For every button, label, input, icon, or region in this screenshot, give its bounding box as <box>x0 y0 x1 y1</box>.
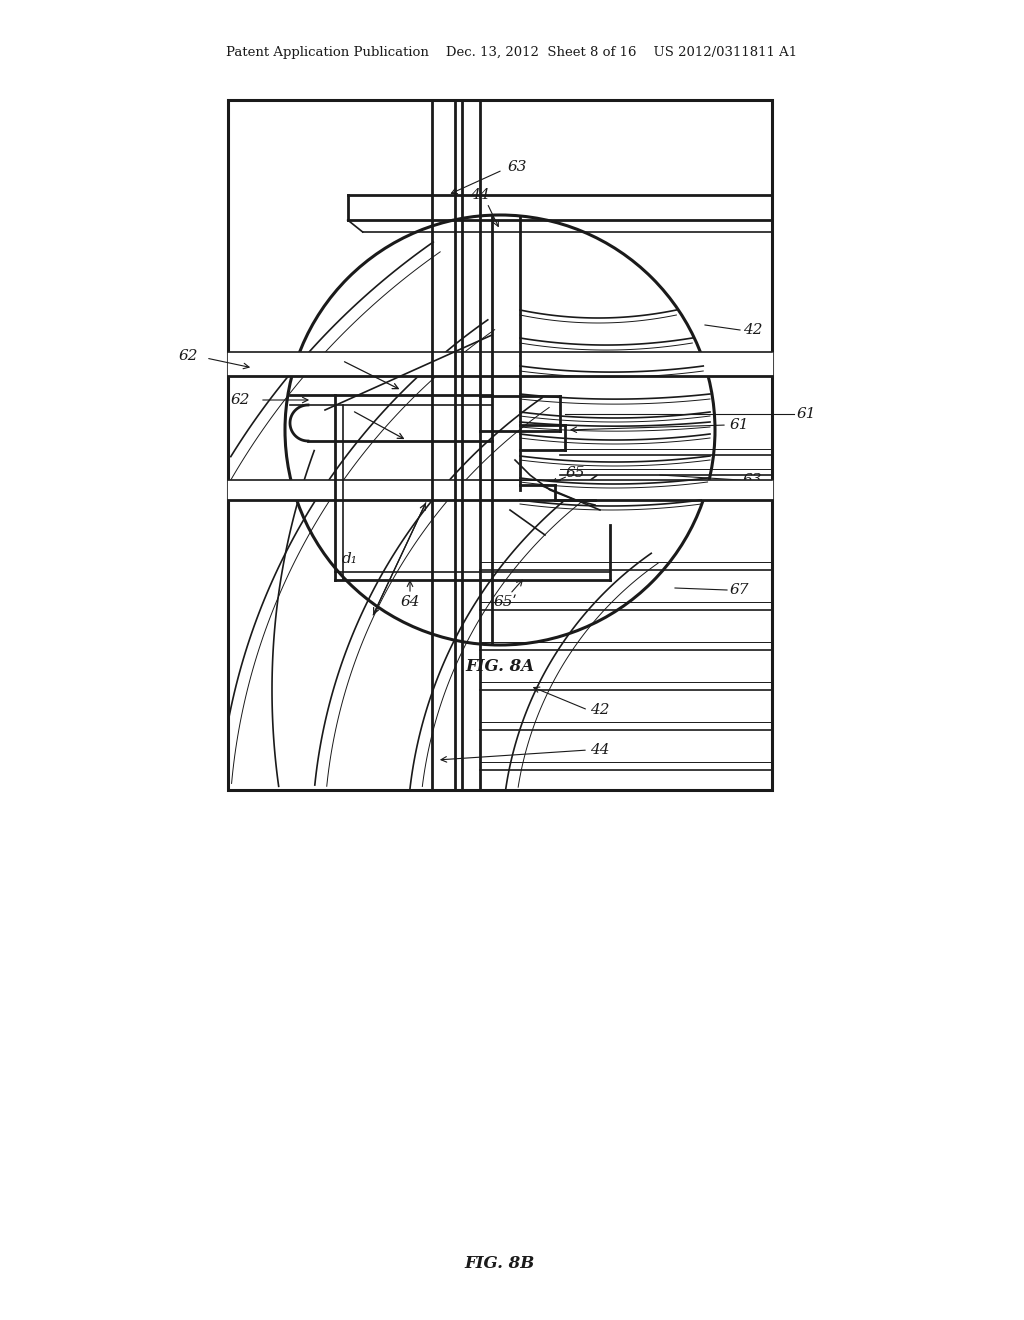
Text: d₁: d₁ <box>342 552 358 566</box>
Text: 62: 62 <box>230 393 250 407</box>
Text: 64: 64 <box>400 595 420 609</box>
Text: 62: 62 <box>178 348 198 363</box>
Text: FIG. 8B: FIG. 8B <box>465 1255 536 1271</box>
Text: 61: 61 <box>730 418 750 432</box>
Text: 67: 67 <box>730 583 750 597</box>
Text: 44: 44 <box>590 743 609 756</box>
Text: 63: 63 <box>743 473 763 487</box>
Text: 63: 63 <box>508 160 527 174</box>
Text: 42: 42 <box>743 323 763 337</box>
Text: 44: 44 <box>470 187 489 202</box>
Text: 65: 65 <box>565 466 585 480</box>
Text: FIG. 8A: FIG. 8A <box>466 659 535 675</box>
Text: 42: 42 <box>590 704 609 717</box>
Bar <box>228 100 772 789</box>
Text: 65ʹ: 65ʹ <box>494 595 517 609</box>
Text: Patent Application Publication    Dec. 13, 2012  Sheet 8 of 16    US 2012/031181: Patent Application Publication Dec. 13, … <box>226 46 798 59</box>
Text: 61: 61 <box>797 407 816 421</box>
